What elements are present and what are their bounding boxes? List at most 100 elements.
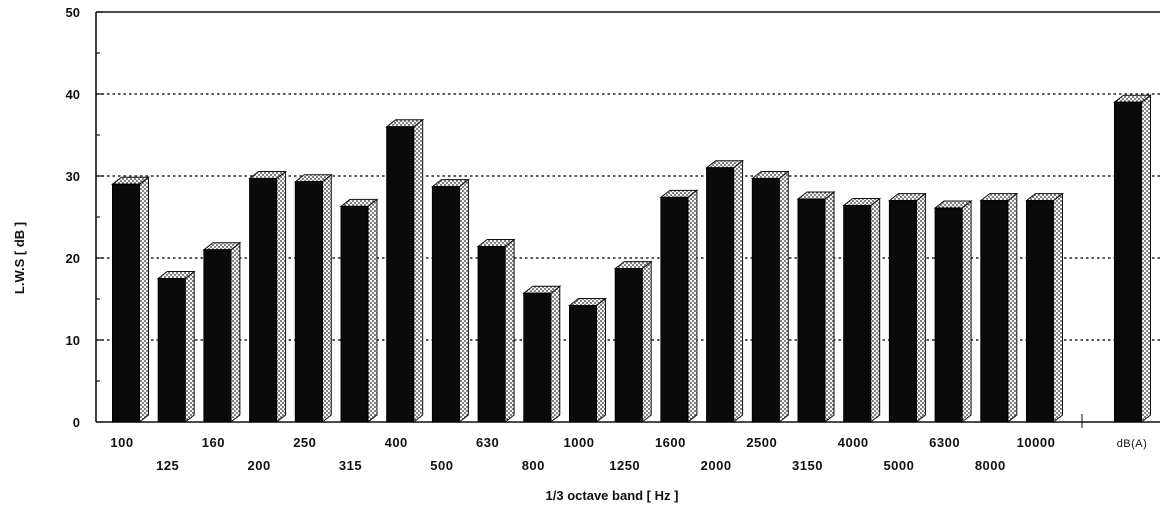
bar	[430, 178, 470, 424]
x-tick-label: 160	[202, 435, 225, 450]
bar-front-face	[614, 268, 643, 423]
bar-front-face	[294, 181, 323, 423]
x-tick-label: 4000	[838, 435, 869, 450]
bar-front-face	[843, 205, 872, 423]
x-tick-label: 2500	[746, 435, 777, 450]
bar-side-face	[1053, 192, 1063, 424]
bar-front-face	[980, 200, 1009, 423]
y-tick-label: 30	[66, 169, 80, 184]
bar-front-face	[477, 246, 506, 423]
x-tick-label: 630	[476, 435, 499, 450]
y-tick-label: 50	[66, 5, 80, 20]
bar	[750, 170, 790, 424]
x-axis-title: 1/3 octave band [ Hz ]	[546, 488, 679, 503]
bar	[385, 118, 425, 424]
bar	[796, 190, 836, 424]
x-tick-label: 1250	[609, 458, 640, 473]
bar	[248, 170, 288, 424]
bar-front-face	[1114, 101, 1142, 423]
bar-side-face	[276, 170, 287, 424]
y-tick-label: 20	[66, 251, 80, 266]
x-tick-label: 6300	[929, 435, 960, 450]
bar	[1113, 94, 1152, 424]
x-tick-label: 10000	[1017, 435, 1056, 450]
bar-side-face	[824, 190, 835, 424]
bar	[705, 159, 745, 424]
bar-front-face	[249, 177, 278, 423]
bar	[842, 197, 882, 424]
bar-front-face	[157, 278, 186, 423]
bar-front-face	[797, 198, 826, 423]
x-tick-label: 800	[522, 458, 545, 473]
bar	[568, 297, 607, 424]
bar	[156, 270, 196, 424]
bar-side-face	[504, 238, 515, 424]
bar	[522, 285, 562, 424]
bar-front-face	[431, 186, 460, 423]
x-tick-label: 315	[339, 458, 362, 473]
bar	[476, 238, 516, 424]
y-tick-labels: 0 10 20 30 40 50	[66, 5, 80, 430]
bar-side-face	[367, 198, 378, 424]
bar	[111, 176, 150, 424]
bar-side-face	[687, 189, 698, 424]
x-tick-label: 100	[110, 435, 133, 450]
bar-front-face	[523, 292, 552, 423]
bar-side-face	[184, 270, 195, 424]
bars	[111, 94, 1152, 424]
x-tick-label: 5000	[883, 458, 914, 473]
bar-side-face	[139, 176, 149, 424]
y-tick-label: 40	[66, 87, 80, 102]
x-tick-label: 400	[385, 435, 408, 450]
bar	[659, 189, 699, 424]
bar	[979, 192, 1019, 424]
bar	[339, 198, 379, 424]
bar-side-face	[1141, 94, 1151, 424]
bar-front-face	[112, 183, 140, 423]
x-tick-label: 8000	[975, 458, 1006, 473]
bar-side-face	[550, 285, 561, 424]
bar-front-face	[1026, 200, 1054, 423]
bar-front-face	[751, 177, 780, 423]
y-axis-title: L.W.S [ dB ]	[12, 222, 27, 294]
x-tick-label: 125	[156, 458, 179, 473]
bar-side-face	[733, 159, 744, 424]
bar	[887, 192, 927, 424]
x-tick-label: 200	[247, 458, 270, 473]
bar-front-face	[888, 200, 917, 423]
bar-side-face	[641, 260, 652, 424]
bar-side-face	[413, 118, 424, 424]
bar-side-face	[458, 178, 469, 424]
x-tick-label: 250	[293, 435, 316, 450]
x-tick-label: 1600	[655, 435, 686, 450]
bar	[1025, 192, 1064, 424]
x-tick-label: 3150	[792, 458, 823, 473]
bar-front-face	[340, 205, 369, 423]
x-tick-label: 1000	[564, 435, 595, 450]
bar-side-face	[961, 199, 972, 424]
bar-side-face	[321, 173, 332, 424]
bar-front-face	[934, 207, 963, 423]
bar-side-face	[230, 241, 241, 424]
bar	[933, 199, 973, 424]
bar-side-face	[915, 192, 926, 424]
bar-front-face	[386, 126, 415, 423]
x-tick-label: 500	[430, 458, 453, 473]
bar-front-face	[660, 196, 689, 423]
bar	[202, 241, 242, 424]
x-tick-label: dB(A)	[1117, 438, 1148, 450]
bar-front-face	[706, 167, 735, 423]
bar-side-face	[870, 197, 881, 424]
bar-front-face	[203, 249, 232, 423]
bar-side-face	[596, 297, 606, 424]
bar	[293, 173, 333, 424]
bar-side-face	[1007, 192, 1018, 424]
bar	[613, 260, 653, 424]
bar-side-face	[778, 170, 789, 424]
bar-front-face	[569, 305, 597, 423]
y-tick-label: 0	[73, 415, 80, 430]
y-tick-label: 10	[66, 333, 80, 348]
x-tick-labels: 100 125 160 200 250 315 400 500 630 800 1000 1250 16…	[110, 435, 1148, 473]
x-tick-label: 2000	[701, 458, 732, 473]
